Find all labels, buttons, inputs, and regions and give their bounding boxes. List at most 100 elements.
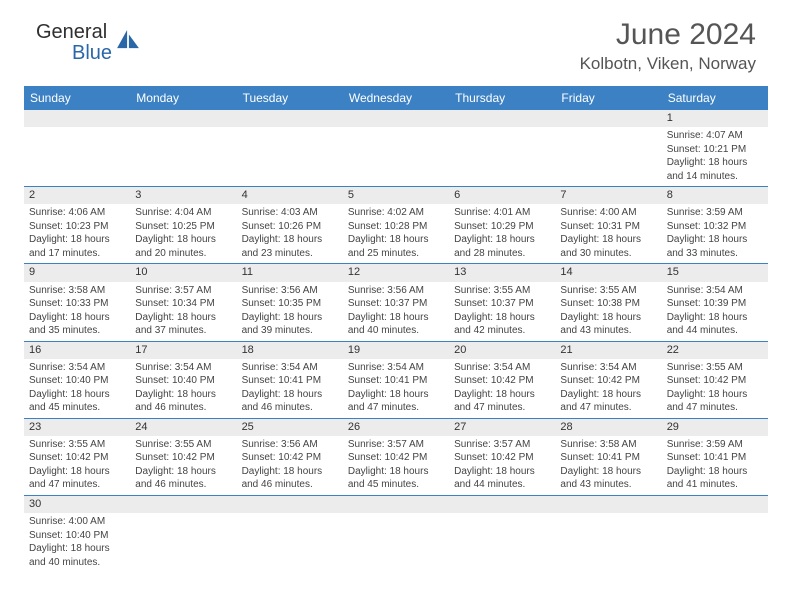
day-number: 11 xyxy=(237,264,343,281)
day-line-ss: Sunset: 10:23 PM xyxy=(29,220,125,234)
day-number: 14 xyxy=(555,264,661,281)
day-details: Sunrise: 3:59 AMSunset: 10:41 PMDaylight… xyxy=(662,436,768,495)
day-line-sr: Sunrise: 3:55 AM xyxy=(560,284,656,298)
day-line-ss: Sunset: 10:38 PM xyxy=(560,297,656,311)
day-details: Sunrise: 4:01 AMSunset: 10:29 PMDaylight… xyxy=(449,204,555,263)
calendar-cell xyxy=(343,495,449,572)
day-line-d2: and 37 minutes. xyxy=(135,324,231,338)
day-line-ss: Sunset: 10:25 PM xyxy=(135,220,231,234)
day-line-d1: Daylight: 18 hours xyxy=(242,233,338,247)
day-line-d1: Daylight: 18 hours xyxy=(135,388,231,402)
day-number: 12 xyxy=(343,264,449,281)
day-line-d2: and 44 minutes. xyxy=(454,478,550,492)
day-line-ss: Sunset: 10:40 PM xyxy=(29,374,125,388)
day-line-ss: Sunset: 10:42 PM xyxy=(667,374,763,388)
day-line-d1: Daylight: 18 hours xyxy=(135,233,231,247)
day-line-d1: Daylight: 18 hours xyxy=(454,233,550,247)
day-number: 22 xyxy=(662,342,768,359)
day-line-d2: and 44 minutes. xyxy=(667,324,763,338)
day-line-sr: Sunrise: 3:59 AM xyxy=(667,438,763,452)
day-details: Sunrise: 3:54 AMSunset: 10:42 PMDaylight… xyxy=(555,359,661,418)
day-line-d1: Daylight: 18 hours xyxy=(242,311,338,325)
day-line-d2: and 46 minutes. xyxy=(135,401,231,415)
day-line-sr: Sunrise: 4:00 AM xyxy=(29,515,125,529)
calendar-cell: 2Sunrise: 4:06 AMSunset: 10:23 PMDayligh… xyxy=(24,187,130,264)
day-line-sr: Sunrise: 3:56 AM xyxy=(348,284,444,298)
calendar-cell: 11Sunrise: 3:56 AMSunset: 10:35 PMDaylig… xyxy=(237,264,343,341)
day-details: Sunrise: 3:59 AMSunset: 10:32 PMDaylight… xyxy=(662,204,768,263)
calendar-row: 2 Sunrise: 4:06 AMSunset: 10:23 PM Dayligh… xyxy=(24,187,768,264)
day-line-d2: and 45 minutes. xyxy=(348,478,444,492)
day-number: 18 xyxy=(237,342,343,359)
day-line-sr: Sunrise: 3:56 AM xyxy=(242,438,338,452)
day-line-ss: Sunset: 10:34 PM xyxy=(135,297,231,311)
day-number: 15 xyxy=(662,264,768,281)
day-line-sr: Sunrise: 4:03 AM xyxy=(242,206,338,220)
day-line-d1: Daylight: 18 hours xyxy=(454,465,550,479)
day-line-d1: Daylight: 18 hours xyxy=(348,388,444,402)
calendar-cell: 21Sunrise: 3:54 AMSunset: 10:42 PMDaylig… xyxy=(555,341,661,418)
day-line-sr: Sunrise: 4:06 AM xyxy=(29,206,125,220)
day-line-d1: Daylight: 18 hours xyxy=(667,156,763,170)
calendar-cell xyxy=(662,495,768,572)
weekday-header: Sunday xyxy=(24,86,130,110)
day-line-ss: Sunset: 10:37 PM xyxy=(348,297,444,311)
day-details: Sunrise: 3:56 AMSunset: 10:42 PMDaylight… xyxy=(237,436,343,495)
calendar-head: Sunday Monday Tuesday Wednesday Thursday… xyxy=(24,86,768,110)
day-line-sr: Sunrise: 4:02 AM xyxy=(348,206,444,220)
calendar-cell: 17Sunrise: 3:54 AMSunset: 10:40 PMDaylig… xyxy=(130,341,236,418)
day-number xyxy=(555,110,661,127)
day-details: Sunrise: 4:02 AMSunset: 10:28 PMDaylight… xyxy=(343,204,449,263)
day-line-ss: Sunset: 10:39 PM xyxy=(667,297,763,311)
day-number: 6 xyxy=(449,187,555,204)
day-line-d2: and 30 minutes. xyxy=(560,247,656,261)
day-line-ss: Sunset: 10:37 PM xyxy=(454,297,550,311)
day-line-d1: Daylight: 18 hours xyxy=(135,311,231,325)
day-line-ss: Sunset: 10:41 PM xyxy=(667,451,763,465)
calendar-cell xyxy=(130,495,236,572)
day-line-d1: Daylight: 18 hours xyxy=(667,465,763,479)
calendar-cell xyxy=(237,110,343,187)
day-line-d2: and 41 minutes. xyxy=(667,478,763,492)
day-line-sr: Sunrise: 4:01 AM xyxy=(454,206,550,220)
day-line-sr: Sunrise: 3:55 AM xyxy=(29,438,125,452)
header: General Blue June 2024 Kolbotn, Viken, N… xyxy=(0,0,792,86)
sail-icon xyxy=(117,30,139,50)
day-line-sr: Sunrise: 3:54 AM xyxy=(348,361,444,375)
day-details: Sunrise: 3:54 AMSunset: 10:41 PMDaylight… xyxy=(237,359,343,418)
day-line-ss: Sunset: 10:29 PM xyxy=(454,220,550,234)
day-details: Sunrise: 3:55 AMSunset: 10:37 PMDaylight… xyxy=(449,282,555,341)
day-number: 2 xyxy=(24,187,130,204)
day-number: 17 xyxy=(130,342,236,359)
day-number: 8 xyxy=(662,187,768,204)
day-details: Sunrise: 3:57 AMSunset: 10:42 PMDaylight… xyxy=(449,436,555,495)
day-line-ss: Sunset: 10:42 PM xyxy=(454,374,550,388)
day-line-ss: Sunset: 10:35 PM xyxy=(242,297,338,311)
day-number xyxy=(343,496,449,513)
calendar-cell: 18Sunrise: 3:54 AMSunset: 10:41 PMDaylig… xyxy=(237,341,343,418)
calendar-cell: 13Sunrise: 3:55 AMSunset: 10:37 PMDaylig… xyxy=(449,264,555,341)
calendar-cell xyxy=(555,110,661,187)
day-number xyxy=(24,110,130,127)
day-number xyxy=(449,110,555,127)
day-line-d2: and 43 minutes. xyxy=(560,478,656,492)
day-line-d2: and 47 minutes. xyxy=(348,401,444,415)
weekday-header: Tuesday xyxy=(237,86,343,110)
day-number xyxy=(343,110,449,127)
day-number: 3 xyxy=(130,187,236,204)
calendar-cell: 9Sunrise: 3:58 AMSunset: 10:33 PMDayligh… xyxy=(24,264,130,341)
day-line-d2: and 14 minutes. xyxy=(667,170,763,184)
day-line-d1: Daylight: 18 hours xyxy=(560,311,656,325)
calendar-row: 30Sunrise: 4:00 AMSunset: 10:40 PMDaylig… xyxy=(24,495,768,572)
day-line-d2: and 35 minutes. xyxy=(29,324,125,338)
calendar-cell: 30Sunrise: 4:00 AMSunset: 10:40 PMDaylig… xyxy=(24,495,130,572)
title-month: June 2024 xyxy=(580,18,756,52)
day-number: 30 xyxy=(24,496,130,513)
calendar-body: 1Sunrise: 4:07 AMSunset: 10:21 PMDayligh… xyxy=(24,110,768,572)
day-line-d1: Daylight: 18 hours xyxy=(29,465,125,479)
day-line-ss: Sunset: 10:31 PM xyxy=(560,220,656,234)
day-details: Sunrise: 3:55 AMSunset: 10:42 PMDaylight… xyxy=(130,436,236,495)
day-line-d2: and 20 minutes. xyxy=(135,247,231,261)
calendar-cell: 15Sunrise: 3:54 AMSunset: 10:39 PMDaylig… xyxy=(662,264,768,341)
day-number: 5 xyxy=(343,187,449,204)
